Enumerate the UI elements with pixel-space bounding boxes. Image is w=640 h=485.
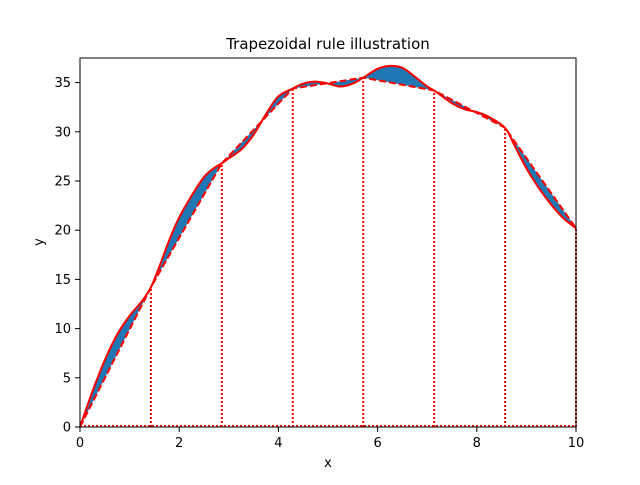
x-axis-ticks: 0 2 4 6 8 10 <box>76 427 584 451</box>
y-tick-label: 0 <box>63 421 71 436</box>
x-tick-label: 6 <box>373 436 381 451</box>
y-tick-label: 30 <box>54 125 71 140</box>
x-tick-label: 4 <box>274 436 282 451</box>
x-tick-label: 2 <box>175 436 183 451</box>
x-axis-label: x <box>324 456 332 471</box>
y-tick-label: 15 <box>54 273 71 288</box>
function-curve <box>79 64 577 428</box>
x-tick-label: 8 <box>473 436 481 451</box>
trapezoid-chord-line <box>79 76 577 428</box>
trapezoid-chord-layer <box>79 76 577 428</box>
y-tick-label: 35 <box>54 76 71 91</box>
chart-title: Trapezoidal rule illustration <box>225 35 430 53</box>
y-tick-label: 20 <box>54 224 71 239</box>
x-tick-label: 0 <box>76 436 84 451</box>
x-tick-label: 10 <box>568 436 585 451</box>
y-tick-label: 10 <box>54 322 71 337</box>
y-tick-label: 5 <box>63 371 71 386</box>
y-axis-label: y <box>32 238 47 246</box>
y-tick-label: 25 <box>54 175 71 190</box>
plot-frame <box>79 57 577 428</box>
y-axis-ticks: 0 5 10 15 20 25 30 35 <box>54 76 80 436</box>
curve-layer <box>79 64 577 428</box>
